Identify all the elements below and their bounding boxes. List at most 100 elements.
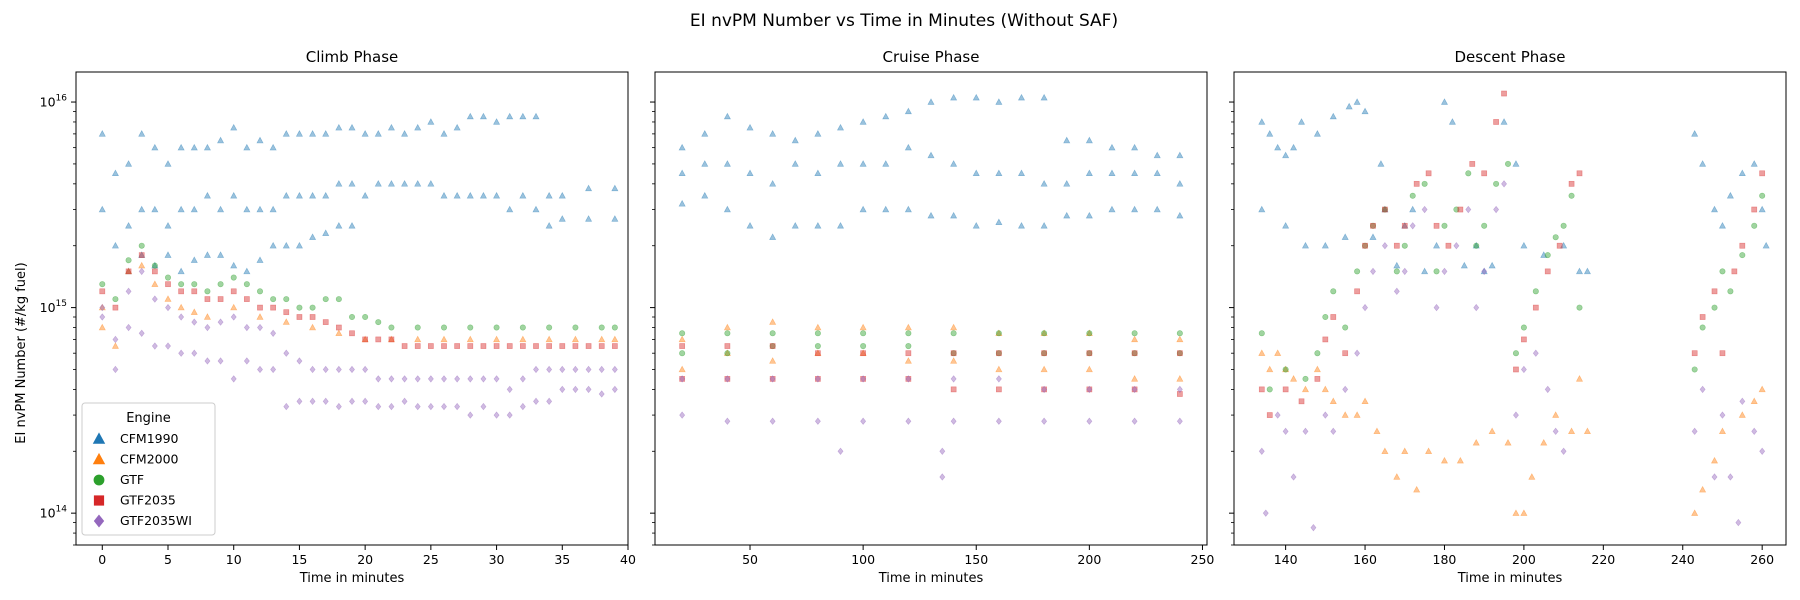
data-point [453,123,461,131]
data-point [1176,350,1183,357]
data-point [1532,288,1539,295]
data-point [724,350,731,357]
data-point [1711,473,1718,481]
data-point [1266,386,1273,393]
data-point [269,241,277,249]
data-point [257,365,263,374]
data-point [679,411,686,419]
data-point [230,191,238,199]
data-point [151,262,158,269]
data-point [1413,180,1420,187]
data-point [1699,160,1707,167]
data-point [493,324,500,331]
data-point [1751,222,1758,229]
data-point [348,221,356,229]
data-point [1131,417,1138,425]
data-point [1441,267,1448,276]
data-point [860,376,866,382]
data-point [678,143,686,151]
data-point [138,252,145,258]
data-point [950,375,957,383]
data-point [1017,169,1026,177]
data-point [467,343,474,349]
data-point [1513,366,1519,373]
data-point [972,93,980,101]
data-point [1500,118,1508,125]
data-point [1153,169,1161,177]
data-point [769,233,777,240]
data-point [859,160,867,167]
data-point [1401,222,1408,229]
data-point [1274,143,1282,151]
data-point [348,123,356,131]
x-tick-label: 260 [1750,552,1774,567]
data-point [814,375,821,383]
data-point [99,288,106,295]
data-point [99,281,106,288]
legend-box [81,402,216,536]
data-point [348,313,356,321]
data-point [362,397,369,405]
data-point [322,319,329,325]
data-point [125,267,133,275]
data-point [1575,267,1584,275]
data-point [99,313,106,321]
data-point [151,143,159,151]
x-axis-label: Time in minutes [878,571,984,586]
x-tick-label: 40 [620,552,636,567]
data-point [1176,391,1183,397]
data-point [283,309,290,316]
data-point [1401,267,1408,276]
data-point [243,205,251,213]
data-point [950,93,958,101]
data-point [1176,330,1183,337]
data-point [309,191,317,199]
data-point [1433,303,1440,312]
data-point [572,385,579,394]
data-point [138,205,146,213]
data-point [309,397,316,405]
panel-title: Cruise Phase [883,48,980,66]
x-tick-label: 200 [1077,552,1101,567]
data-point [1353,98,1361,105]
data-point [1738,169,1746,177]
data-point [427,180,435,187]
data-point [1321,385,1329,393]
data-point [678,365,686,373]
data-point [769,318,777,325]
data-point [401,375,408,383]
data-point [480,375,487,383]
data-point [506,205,514,213]
data-point [138,251,146,258]
data-point [138,242,145,249]
data-point [904,143,912,151]
data-point [125,287,132,296]
x-tick-label: 160 [1353,552,1377,567]
plot-frame [1233,71,1787,546]
data-point [746,169,754,177]
data-point [1544,268,1551,275]
series-cfm2000 [98,261,619,349]
data-point [1453,206,1460,213]
data-point [296,397,303,405]
data-point [1473,242,1480,249]
data-point [1751,427,1758,436]
data-point [466,112,474,120]
data-point [230,123,238,131]
data-point [701,130,709,137]
data-point [1440,98,1449,105]
data-point [322,296,329,303]
data-point [519,375,526,383]
data-point [1085,136,1093,144]
data-point [519,324,526,331]
data-point [546,397,553,405]
data-point [611,343,618,349]
data-point [1759,447,1766,455]
data-point [1085,365,1093,373]
legend-title: Engine [126,411,171,426]
data-point [572,365,579,374]
data-point [1362,242,1368,249]
data-point [904,357,912,364]
data-point [335,221,343,229]
data-point [1719,268,1726,275]
